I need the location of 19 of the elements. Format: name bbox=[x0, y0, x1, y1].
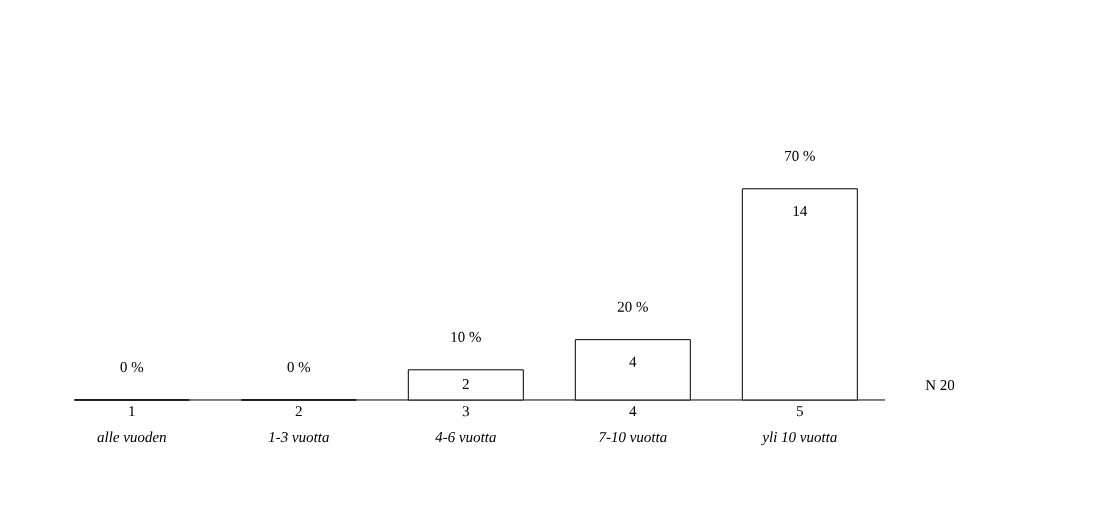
text: 7-10 vuotta bbox=[599, 432, 667, 443]
x-tick-label: 3 bbox=[462, 406, 469, 417]
text: 4-6 vuotta bbox=[435, 432, 496, 443]
data-label: 14 bbox=[793, 205, 808, 216]
text: N 20 bbox=[925, 380, 955, 391]
x-tick-label: 5 bbox=[796, 406, 804, 417]
x-tick-label: 2 bbox=[295, 406, 302, 417]
text: yli 10 vuotta bbox=[761, 431, 837, 446]
text: 1-3 vuotta bbox=[268, 432, 329, 443]
annotation: 0 % bbox=[120, 362, 144, 373]
annotation: 20 % bbox=[617, 301, 648, 312]
data-label: 4 bbox=[629, 356, 637, 367]
annotation: 10 % bbox=[451, 331, 481, 343]
x-tick-label: 4 bbox=[629, 406, 637, 417]
annotation: 0 % bbox=[287, 362, 311, 373]
text: alle vuoden bbox=[97, 431, 166, 443]
data-label: 2 bbox=[462, 379, 469, 389]
annotation: 70 % bbox=[785, 150, 815, 161]
x-tick-label: 1 bbox=[129, 406, 135, 417]
